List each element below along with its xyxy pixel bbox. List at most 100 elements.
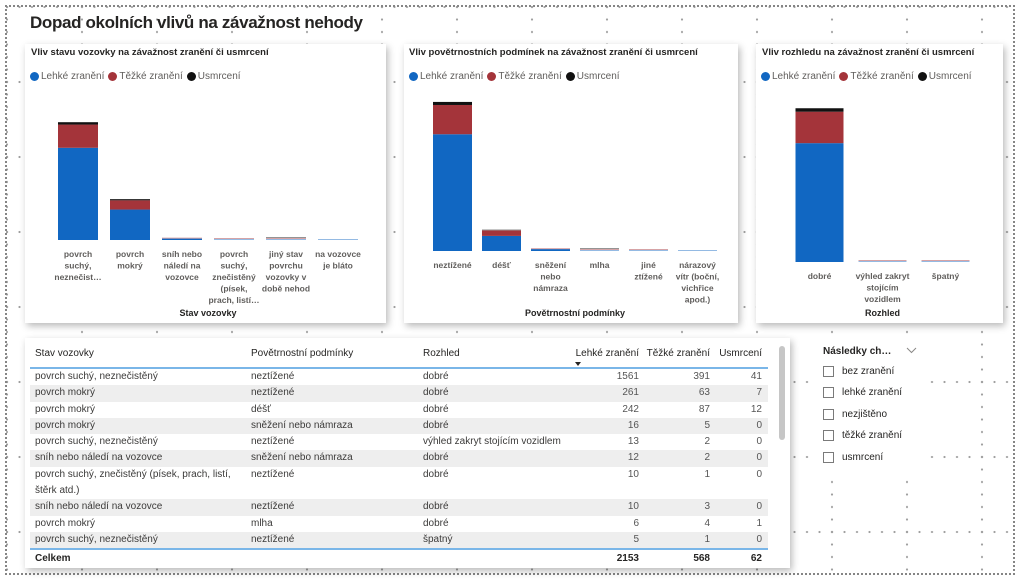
legend-item-serious-injury[interactable]: Těžké zranění [487,71,562,82]
page-title: Dopad okolních vlivů na závažnost nehody [30,13,363,32]
table-scrollbar[interactable] [779,346,785,440]
bar-segment-light-injury[interactable] [531,249,570,251]
column-header-fatality[interactable]: Usmrcení [719,348,762,359]
chevron-down-icon[interactable] [906,347,917,354]
bar-segment-light-injury[interactable] [482,235,521,251]
bar-segment-light-injury[interactable] [266,239,306,240]
legend-item-light-injury[interactable]: Lehké zranění [761,71,835,82]
bar-segment-fatality[interactable] [266,237,306,238]
bar-stack[interactable] [266,237,306,240]
bar-segment-serious-injury[interactable] [531,248,570,250]
bar-stack[interactable] [795,108,844,262]
bar-segment-serious-injury[interactable] [58,124,98,148]
legend-dot-icon [917,71,927,81]
slicer-item[interactable]: těžké zranění [823,429,902,443]
bar-segment-serious-injury[interactable] [580,249,619,250]
table-header-row: Stav vozovky Povětrnostní podmínky Rozhl… [30,346,768,362]
chart-card-road-surface[interactable]: Vliv stavu vozovky na závažnost zranění … [25,44,386,323]
bar-stack[interactable] [318,239,358,240]
bar-stack[interactable] [678,250,717,251]
table-row[interactable]: sníh nebo náledí na vozovce sněžení nebo … [30,450,768,467]
x-tick-label-line: neznečist… [54,272,101,282]
bar-stack[interactable] [482,229,521,251]
legend-item-light-injury[interactable]: Lehké zranění [30,71,104,82]
slicer-item[interactable]: bez zranění [823,364,894,378]
x-tick-label-line: je bláto [322,261,353,271]
bar-stack[interactable] [58,122,98,240]
legend-item-serious-injury[interactable]: Těžké zranění [839,71,914,82]
legend-dot-icon [565,71,575,81]
checkbox[interactable] [823,430,834,441]
bar-segment-serious-injury[interactable] [858,260,907,261]
table-row[interactable]: povrch mokrý mlha dobré 6 4 1 [30,516,768,532]
bar-segment-fatality[interactable] [482,229,521,231]
table-row[interactable]: povrch suchý, znečistěný (písek, prach, … [30,467,768,500]
bar-segment-serious-injury[interactable] [629,249,668,250]
column-header-weather[interactable]: Povětrnostní podmínky [251,348,354,359]
bar-stack[interactable] [433,101,472,251]
bar-stack[interactable] [580,248,619,251]
bar-segment-light-injury[interactable] [921,261,970,262]
bar-segment-light-injury[interactable] [795,143,844,262]
bar-segment-serious-injury[interactable] [266,238,306,239]
table-row[interactable]: povrch suchý, neznečistěný neztížené dobré… [30,369,768,385]
slicer-item[interactable]: lehké zranění [823,386,902,400]
bar-stack[interactable] [858,260,907,262]
checkbox[interactable] [823,387,834,398]
legend-item-fatality[interactable]: Usmrcení [917,71,972,82]
bar-segment-light-injury[interactable] [433,134,472,251]
legend-dot-icon [108,71,118,81]
table-row[interactable]: povrch mokrý sněžení nebo námraza dobré 16 5… [30,417,768,435]
bar-stack[interactable] [531,248,570,251]
legend-item-light-injury[interactable]: Lehké zranění [409,71,483,82]
table-row[interactable]: povrch mokrý neztížené dobré 261 63 7 [30,385,768,402]
bar-segment-light-injury[interactable] [214,239,254,240]
legend-item-serious-injury[interactable]: Těžké zranění [108,71,183,82]
checkbox[interactable] [823,451,834,463]
bar-segment-light-injury[interactable] [318,239,358,240]
bar-segment-light-injury[interactable] [580,250,619,251]
table-row[interactable]: sníh nebo náledí na vozovce neztížené dobr… [30,499,768,516]
bar-segment-fatality[interactable] [58,122,98,125]
bar-segment-light-injury[interactable] [629,250,668,251]
bar-segment-light-injury[interactable] [678,250,717,251]
bar-segment-fatality[interactable] [433,101,472,105]
checkbox[interactable] [823,365,834,377]
cell-weather: neztížené [251,371,295,382]
bar-stack[interactable] [629,249,668,251]
slicer-item[interactable]: nezjištěno [823,407,887,421]
column-header-road-surface[interactable]: Stav vozovky [35,348,94,359]
bar-segment-light-injury[interactable] [110,209,150,240]
bar-stack[interactable] [110,199,150,240]
chart-plot-area: dobré výhled zakryt stojícím vozidlem špatný… [795,108,970,318]
table-row[interactable]: povrch suchý, neznečistěný neztížené špatn… [30,531,768,549]
bar-segment-light-injury[interactable] [58,147,98,240]
bar-segment-fatality[interactable] [110,199,150,201]
bar-segment-serious-injury[interactable] [795,111,844,144]
bar-stack[interactable] [214,238,254,240]
bar-segment-serious-injury[interactable] [110,200,150,210]
column-header-light-injury[interactable]: Lehké zranění [575,348,639,359]
table-row[interactable]: povrch suchý, neznečistěný neztížené výhle… [30,434,768,450]
chart-card-weather[interactable]: Vliv povětrnostních podmínek na závažnos… [404,44,738,323]
sort-descending-icon[interactable] [575,362,581,366]
bar-segment-fatality[interactable] [580,248,619,249]
chart-card-visibility[interactable]: Vliv rozhledu na závažnost zranění či us… [756,44,1003,323]
checkbox[interactable] [823,408,834,420]
bar-segment-serious-injury[interactable] [433,104,472,135]
bar-segment-light-injury[interactable] [858,261,907,262]
bar-segment-serious-injury[interactable] [214,238,254,239]
column-header-serious-injury[interactable]: Těžké zranění [646,348,710,359]
legend-item-fatality[interactable]: Usmrcení [565,71,620,82]
bar-segment-serious-injury[interactable] [921,260,970,261]
table-row[interactable]: povrch mokrý déšť dobré 242 87 12 [30,402,768,418]
bar-segment-serious-injury[interactable] [482,230,521,236]
legend-item-fatality[interactable]: Usmrcení [186,71,241,82]
bar-stack[interactable] [162,237,202,240]
bar-segment-fatality[interactable] [795,108,844,112]
bar-stack[interactable] [921,260,970,262]
column-header-visibility[interactable]: Rozhled [423,348,460,359]
slicer-item[interactable]: usmrcení [823,450,883,464]
bar-segment-serious-injury[interactable] [162,237,202,239]
bar-segment-light-injury[interactable] [162,238,202,240]
